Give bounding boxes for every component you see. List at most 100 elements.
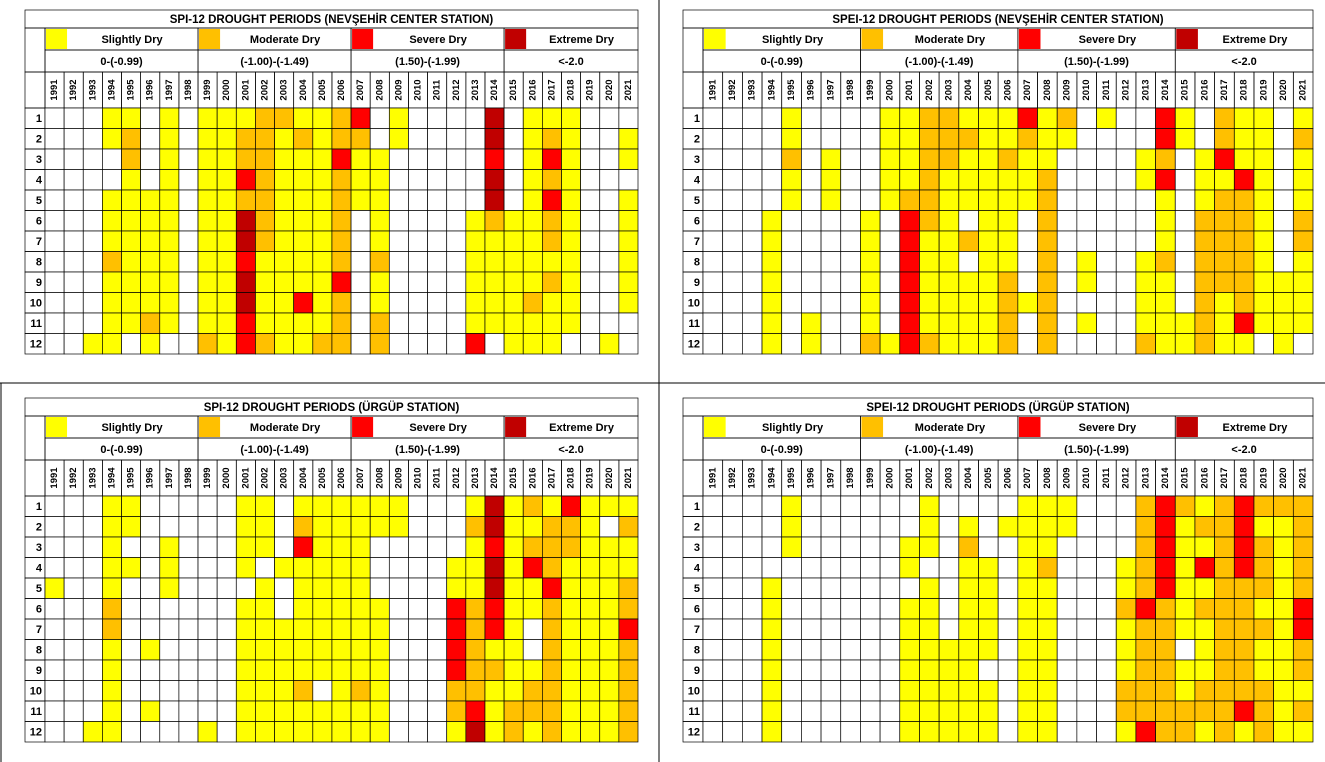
cell	[820, 577, 842, 599]
cell	[369, 128, 390, 150]
cell	[1017, 700, 1038, 722]
cell	[1214, 598, 1235, 620]
cell	[255, 292, 275, 314]
cell	[702, 639, 724, 661]
cell	[1273, 189, 1294, 211]
cell	[1037, 659, 1058, 681]
cell	[465, 210, 486, 232]
cell	[503, 292, 524, 314]
cell	[255, 169, 275, 191]
cell	[761, 148, 783, 170]
cell	[121, 598, 141, 620]
cell	[840, 148, 861, 170]
cell	[879, 618, 901, 640]
cell	[503, 639, 524, 661]
cell	[742, 230, 763, 252]
cell	[1017, 721, 1038, 743]
cell	[958, 618, 979, 640]
cell	[860, 169, 881, 191]
cell	[801, 495, 822, 517]
x-tick-label: 1992	[727, 79, 738, 100]
cell	[978, 680, 999, 702]
cell	[781, 618, 802, 640]
header-corner	[24, 71, 46, 109]
cell	[1233, 659, 1255, 681]
cell	[580, 189, 601, 211]
cell	[938, 516, 960, 538]
cell	[102, 680, 122, 702]
cell	[860, 251, 881, 273]
cell	[44, 618, 65, 640]
cell	[1233, 598, 1255, 620]
cell	[742, 536, 763, 558]
cell	[1233, 557, 1255, 579]
cell	[255, 721, 275, 743]
cell	[388, 148, 409, 170]
x-tick-label: 2012	[1121, 467, 1132, 488]
cell	[1076, 495, 1097, 517]
cell	[159, 148, 180, 170]
cell	[1174, 516, 1196, 538]
x-tick-label: 1997	[164, 79, 175, 100]
cell	[1037, 516, 1058, 538]
x-tick-label: 2010	[1081, 467, 1092, 488]
cell	[840, 251, 861, 273]
cell	[561, 557, 581, 579]
cell	[1017, 148, 1038, 170]
cell	[1096, 516, 1117, 538]
cell	[1037, 189, 1058, 211]
cell	[1214, 189, 1235, 211]
cell	[1096, 721, 1117, 743]
cell	[408, 680, 428, 702]
cell	[312, 292, 333, 314]
cell	[542, 557, 562, 579]
cell	[997, 107, 1019, 129]
cell	[140, 721, 161, 743]
cell	[1214, 680, 1235, 702]
cell	[255, 680, 275, 702]
cell	[102, 292, 122, 314]
cell	[427, 189, 448, 211]
cell	[216, 536, 237, 558]
legend-range: 0-(-0.99)	[100, 444, 143, 456]
cell	[1233, 210, 1255, 232]
cell	[919, 495, 940, 517]
cell	[255, 271, 275, 293]
x-tick-label: 1999	[202, 467, 213, 488]
cell	[580, 536, 601, 558]
cell	[388, 128, 409, 150]
cell	[465, 659, 486, 681]
cell	[1155, 700, 1176, 722]
cell	[484, 148, 505, 170]
cell	[1292, 169, 1314, 191]
cell	[216, 312, 237, 334]
chart-title: SPI-12 DROUGHT PERIODS (NEVŞEHİR CENTER …	[170, 13, 494, 26]
x-tick-label: 2009	[393, 79, 404, 100]
x-tick-label: 2003	[943, 467, 954, 488]
x-tick-label: 2011	[432, 79, 443, 100]
cell	[840, 292, 861, 314]
cell	[860, 577, 881, 599]
cell	[1135, 721, 1156, 743]
cell	[722, 128, 743, 150]
cell	[860, 516, 881, 538]
cell	[1115, 271, 1137, 293]
cell	[561, 251, 581, 273]
cell	[879, 128, 901, 150]
cell	[369, 189, 390, 211]
cell	[702, 516, 724, 538]
cell	[561, 312, 581, 334]
legend-swatch	[46, 29, 68, 49]
legend-name: Extreme Dry	[1223, 422, 1289, 434]
cell	[1174, 107, 1196, 129]
cell	[761, 680, 783, 702]
legend-range: (1.50)-(-1.99)	[395, 56, 460, 68]
cell	[159, 557, 180, 579]
cell	[1214, 292, 1235, 314]
cell	[1233, 721, 1255, 743]
cell	[781, 312, 802, 334]
cell	[580, 639, 601, 661]
cell	[255, 189, 275, 211]
y-tick-label: 6	[36, 216, 42, 228]
y-tick-label: 10	[688, 298, 700, 310]
